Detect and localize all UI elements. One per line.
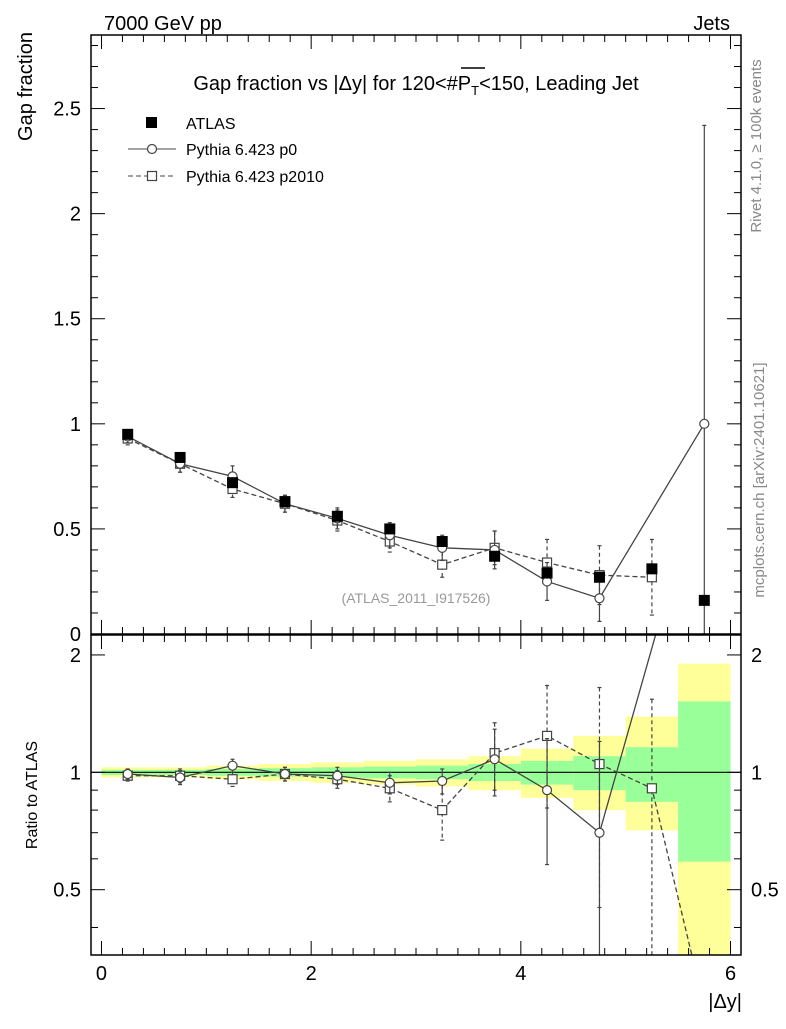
x-tick-label: 0 xyxy=(96,963,107,985)
legend-p2010-marker xyxy=(146,170,158,182)
ratio-p0-point xyxy=(489,754,500,765)
ratio-y-tick-label-left: 2 xyxy=(70,645,81,667)
atlas-point xyxy=(331,510,343,522)
ratio-p2010-point xyxy=(646,783,657,794)
chart-title-p: P xyxy=(458,73,471,95)
ratio-p0-point xyxy=(175,772,186,783)
ratio-y-tick-label-right: 0.5 xyxy=(751,880,779,902)
atlas-point xyxy=(489,550,501,562)
ratio-p0-point xyxy=(437,775,448,787)
axes: 0 2 4 6|Δy|00.511.522.50.5 0.51 12 2 xyxy=(53,34,779,1013)
main-y-tick-label: 1 xyxy=(70,414,81,436)
p2010-line xyxy=(127,437,652,578)
ratio-y-tick-label-left: 0.5 xyxy=(53,880,81,902)
energy-label: 7000 GeV pp xyxy=(104,13,222,35)
chart-title-suffix: <150, Leading Jet xyxy=(479,73,639,95)
legend-atlas-label: ATLAS xyxy=(186,116,236,133)
main-y-axis-title: Gap fraction xyxy=(15,32,37,141)
atlas-point xyxy=(279,496,291,508)
main-y-tick-label: 1.5 xyxy=(53,309,81,331)
main-y-tick-label: 0 xyxy=(70,624,81,646)
legend-p0-marker xyxy=(146,143,158,155)
x-tick-label: 2 xyxy=(306,963,317,985)
x-axis-title: |Δy| xyxy=(708,991,742,1013)
p0-line xyxy=(127,423,705,600)
mcplots-label: mcplots.cern.ch [arXiv:2401.10621] xyxy=(751,362,768,597)
green-band-bin xyxy=(678,701,731,862)
main-series xyxy=(122,124,710,634)
ratio-p0-point xyxy=(122,768,133,780)
ratio-p0-point xyxy=(541,785,553,796)
p0-point xyxy=(699,418,710,429)
atlas-point xyxy=(698,594,710,606)
ratio-series xyxy=(122,635,693,955)
ratio-p0-point xyxy=(227,760,238,771)
atlas-point xyxy=(593,571,605,583)
chart-title: Gap fraction vs |Δy| for 120<#PT<150, Le… xyxy=(193,73,639,98)
ratio-p0-point xyxy=(332,770,343,781)
legend-p0-label: Pythia 6.423 p0 xyxy=(186,142,297,159)
atlas-point xyxy=(122,428,134,440)
rivet-label: Rivet 4.1.0, ≥ 100k events xyxy=(748,59,765,232)
atlas-point xyxy=(541,567,553,579)
ratio-p0-point xyxy=(594,827,605,838)
legend: ATLAS Pythia 6.423 p0 Pythia 6.423 p2010 xyxy=(128,116,324,186)
ratio-p2010-line xyxy=(127,735,693,955)
process-label: Jets xyxy=(693,13,730,35)
main-y-tick-label: 2 xyxy=(70,204,81,226)
atlas-point xyxy=(646,563,658,575)
atlas-point xyxy=(227,477,239,489)
ratio-y-tick-label-right: 1 xyxy=(751,762,762,784)
main-y-tick-label: 0.5 xyxy=(53,519,81,541)
ratio-p0-point xyxy=(279,768,291,780)
ratio-y-axis-title: Ratio to ATLAS xyxy=(24,741,41,849)
atlas-point xyxy=(174,451,186,463)
ratio-p2010-point xyxy=(227,774,238,785)
ratio-y-tick-label-right: 2 xyxy=(751,645,762,667)
x-tick-label: 4 xyxy=(515,963,526,985)
x-tick-label: 6 xyxy=(725,963,736,985)
atlas-point xyxy=(436,536,448,548)
atlas-point xyxy=(384,523,396,535)
main-y-tick-label: 2.5 xyxy=(53,99,81,121)
legend-atlas-marker xyxy=(146,117,157,128)
chart-title-prefix: Gap fraction vs |Δy| for 120<# xyxy=(193,73,458,95)
ratio-p2010-point xyxy=(437,805,448,816)
ratio-p0-point xyxy=(384,777,395,788)
analysis-watermark: (ATLAS_2011_I917526) xyxy=(342,590,491,606)
legend-p2010-label: Pythia 6.423 p2010 xyxy=(186,169,324,186)
p0-point xyxy=(594,593,605,604)
chart-title-sub: T xyxy=(471,83,479,98)
ratio-bands xyxy=(101,663,731,955)
p2010-point xyxy=(437,559,448,570)
ratio-y-tick-label-left: 1 xyxy=(70,762,81,784)
